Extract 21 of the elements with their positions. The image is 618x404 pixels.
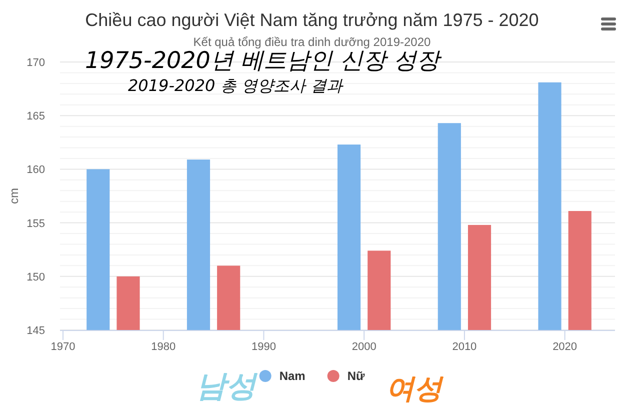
x-tick-label: 1970 xyxy=(50,341,76,353)
y-tick-label: 170 xyxy=(26,57,45,69)
x-tick-label: 1980 xyxy=(151,341,176,353)
x-tick-label: 2020 xyxy=(552,341,578,353)
x-tick-label: 2010 xyxy=(452,341,477,353)
text: 남성 xyxy=(196,369,258,404)
x-tick-label: 2000 xyxy=(352,341,376,353)
y-tick-label: 145 xyxy=(26,325,45,337)
y-tick-label: 160 xyxy=(26,164,45,176)
legend-label: Nam xyxy=(279,369,306,383)
legend-label: Nữ xyxy=(347,369,365,383)
text: 여성 xyxy=(386,372,444,404)
annotation: 2019-2020 총 영양조사 결과 xyxy=(128,76,344,95)
y-tick-label: 165 xyxy=(26,110,45,123)
y-tick-label: 155 xyxy=(26,218,45,230)
y-axis-title: cm xyxy=(7,188,21,204)
chart-title: Chiều cao người Việt Nam tăng trưởng năm 1975 - 2020 xyxy=(85,10,539,30)
y-tick-label: 150 xyxy=(26,271,45,284)
chart-subtitle: Kết quả tổng điều tra dinh dưỡng 2019-2020 xyxy=(193,35,432,49)
x-tick-label: 1990 xyxy=(251,341,276,353)
annotation: 1975-2020년 베트남인 신장 성장 xyxy=(85,48,442,74)
